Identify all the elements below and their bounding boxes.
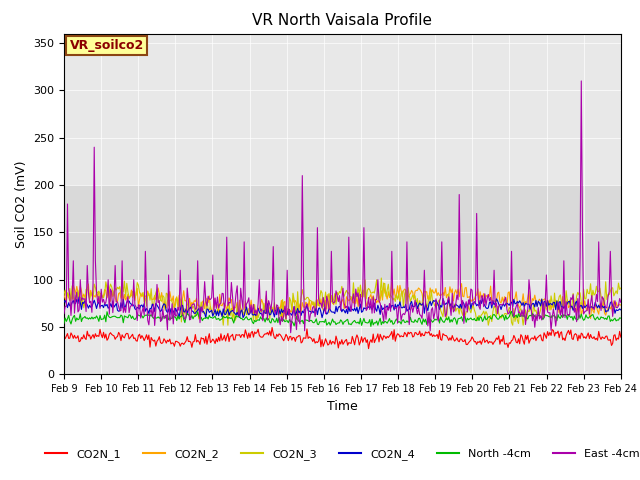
CO2N_2 [617, 302, 625, 308]
East -4cm [577, 78, 585, 84]
North -4cm [399, 317, 407, 323]
East -4cm [567, 295, 575, 300]
Line: North -4cm: North -4cm [64, 312, 621, 326]
Title: VR North Vaisala Profile: VR North Vaisala Profile [252, 13, 433, 28]
CO2N_4 [568, 303, 576, 309]
Legend: CO2N_1, CO2N_2, CO2N_3, CO2N_4, North -4cm, East -4cm: CO2N_1, CO2N_2, CO2N_3, CO2N_4, North -4… [40, 444, 640, 464]
CO2N_3 [60, 291, 68, 297]
CO2N_4 [76, 294, 83, 300]
CO2N_2 [401, 286, 408, 292]
CO2N_3 [378, 275, 385, 281]
East -4cm [287, 330, 294, 336]
East -4cm [234, 283, 241, 288]
X-axis label: Time: Time [327, 400, 358, 413]
North -4cm [617, 315, 625, 321]
CO2N_1 [365, 346, 372, 351]
East -4cm [60, 311, 68, 316]
East -4cm [617, 300, 625, 305]
Line: East -4cm: East -4cm [64, 81, 621, 333]
CO2N_3 [617, 285, 625, 291]
CO2N_4 [175, 315, 183, 321]
North -4cm [568, 314, 576, 320]
North -4cm [508, 309, 515, 314]
CO2N_2 [296, 301, 304, 307]
CO2N_3 [220, 322, 227, 328]
CO2N_3 [296, 311, 304, 316]
CO2N_1 [568, 336, 576, 341]
Bar [64, 185, 621, 280]
Text: VR_soilco2: VR_soilco2 [70, 39, 144, 52]
Line: CO2N_4: CO2N_4 [64, 297, 621, 318]
North -4cm [470, 315, 478, 321]
CO2N_1 [234, 332, 241, 338]
CO2N_4 [236, 315, 243, 321]
CO2N_2 [373, 300, 381, 306]
CO2N_1 [401, 330, 408, 336]
East -4cm [399, 311, 407, 316]
CO2N_3 [472, 311, 479, 316]
CO2N_1 [296, 333, 304, 339]
North -4cm [367, 324, 374, 329]
North -4cm [373, 318, 381, 324]
North -4cm [60, 320, 68, 326]
CO2N_1 [472, 338, 479, 344]
CO2N_3 [568, 303, 576, 309]
North -4cm [234, 314, 241, 320]
CO2N_4 [374, 302, 381, 308]
CO2N_4 [401, 305, 408, 311]
CO2N_2 [472, 293, 479, 299]
CO2N_4 [472, 300, 479, 306]
East -4cm [470, 300, 478, 306]
CO2N_2 [568, 304, 576, 310]
CO2N_1 [268, 324, 276, 330]
Y-axis label: Soil CO2 (mV): Soil CO2 (mV) [15, 160, 28, 248]
CO2N_2 [234, 300, 241, 305]
CO2N_4 [298, 312, 305, 318]
CO2N_1 [60, 334, 68, 340]
CO2N_2 [60, 292, 68, 298]
CO2N_3 [234, 313, 242, 319]
CO2N_2 [253, 317, 261, 323]
CO2N_3 [373, 277, 381, 283]
Line: CO2N_1: CO2N_1 [64, 327, 621, 348]
CO2N_4 [617, 307, 625, 312]
Line: CO2N_2: CO2N_2 [64, 283, 621, 320]
CO2N_2 [388, 280, 396, 286]
East -4cm [373, 297, 381, 302]
Line: CO2N_3: CO2N_3 [64, 278, 621, 325]
CO2N_1 [374, 331, 381, 337]
East -4cm [296, 321, 304, 327]
CO2N_3 [401, 291, 408, 297]
CO2N_4 [60, 299, 68, 305]
North -4cm [295, 318, 303, 324]
CO2N_1 [617, 334, 625, 340]
